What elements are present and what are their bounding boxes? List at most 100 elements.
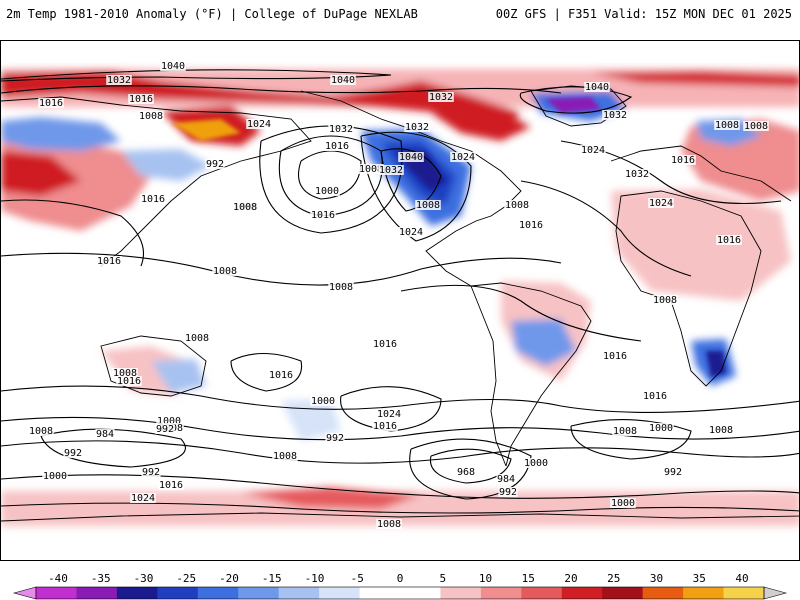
colorbar-tick-label: 15 xyxy=(521,572,535,585)
isobar-label-background xyxy=(602,110,628,120)
isobar-label: 1024 xyxy=(377,409,401,420)
isobar-label: 1016 xyxy=(117,376,141,387)
isobar-label: 1016 xyxy=(141,194,165,205)
isobar-label-background xyxy=(642,391,668,401)
colorbar-tick-label: -15 xyxy=(261,572,282,585)
isobar-label-background xyxy=(38,98,64,108)
isobar-label-background xyxy=(272,451,298,461)
isobar-label-background xyxy=(398,227,424,237)
isobar-1016-south xyxy=(1,385,799,413)
isobar-label-background xyxy=(42,471,68,481)
coastline-north-america xyxy=(300,90,522,287)
isobar-label: 1000 xyxy=(311,396,335,407)
isobar-label-background xyxy=(324,141,350,151)
colorbar-segment xyxy=(642,587,684,599)
coastline-europe xyxy=(610,145,792,202)
isobar-label: 1040 xyxy=(331,75,355,86)
isobar-label: 1008 xyxy=(329,282,353,293)
isobar-label-background xyxy=(112,368,138,378)
isobar-label: 1016 xyxy=(39,98,63,109)
isobar-label: 1032 xyxy=(379,165,403,176)
isobar-label: 1024 xyxy=(399,227,423,238)
isobar-label: 1000 xyxy=(649,423,673,434)
isobar-label-background xyxy=(716,235,742,245)
isobar-label: 1016 xyxy=(129,94,153,105)
isobar-label-background xyxy=(140,194,166,204)
cold-anomaly-asia-west xyxy=(1,117,121,151)
isobar-label-background xyxy=(498,487,518,497)
isobar-label-background xyxy=(128,94,154,104)
isobar-label-background xyxy=(372,339,398,349)
isobar-label: 1032 xyxy=(429,92,453,103)
isobar-label-background xyxy=(398,152,424,162)
isobar-label-background xyxy=(708,425,734,435)
isobar-label: 1008 xyxy=(359,164,383,175)
colorbar-tick-label: 20 xyxy=(564,572,578,585)
colorbar-tick-label: 10 xyxy=(478,572,493,585)
colorbar-tick-label: 0 xyxy=(396,572,404,585)
isobar-label-background xyxy=(328,282,354,292)
isobar-label: 1008 xyxy=(29,426,53,437)
isobar-label: 1008 xyxy=(213,266,237,277)
colorbar-segment xyxy=(36,587,77,599)
isobar-label-background xyxy=(158,480,184,490)
isobar-label-background xyxy=(310,396,336,406)
isobar-label: 1000 xyxy=(524,458,548,469)
colorbar-tick-label: 30 xyxy=(649,572,664,585)
isobar-label: 1032 xyxy=(405,122,429,133)
colorbar-segment xyxy=(602,587,644,599)
colorbar-segment xyxy=(723,587,765,599)
isobar-label: 1032 xyxy=(107,75,131,86)
isobar-label: 1032 xyxy=(329,124,353,135)
isobar-label: 992 xyxy=(64,448,82,459)
coastline-africa xyxy=(615,190,762,387)
isobar-label: 1040 xyxy=(585,82,609,93)
isobar-label: 1008 xyxy=(709,425,733,436)
isobar-1016-south-pacific-high xyxy=(230,353,303,392)
colorbar-segment xyxy=(238,587,280,599)
isobar-label: 1000 xyxy=(43,471,67,482)
isobar-label: 1024 xyxy=(451,152,475,163)
isobar-label: 992 xyxy=(206,159,224,170)
isobar-label-background xyxy=(602,351,628,361)
isobar-label: 1008 xyxy=(377,519,401,530)
isobar-label: 1016 xyxy=(311,210,335,221)
isobar-layer xyxy=(1,69,799,514)
isobar-label: 1016 xyxy=(519,220,543,231)
colorbar-segment xyxy=(116,587,158,599)
isobar-1008-tropics xyxy=(1,252,562,286)
colorbar-segment xyxy=(197,587,239,599)
isobar-label: 1016 xyxy=(159,480,183,491)
colorbar-tick-label: -25 xyxy=(176,572,197,585)
isobar-label-background xyxy=(523,458,549,468)
warm-anomaly-arctic-east xyxy=(591,71,799,87)
colorbar xyxy=(12,586,788,600)
isobar-label: 1032 xyxy=(625,169,649,180)
isobar-label-background xyxy=(130,493,156,503)
isobar-label: 1016 xyxy=(671,155,695,166)
isobar-label-background xyxy=(205,159,225,169)
isobar-label: 1016 xyxy=(97,256,121,267)
colorbar-tick-label: -40 xyxy=(48,572,68,585)
isobar-label: 1008 xyxy=(416,200,440,211)
colorbar-min-arrow xyxy=(12,586,37,600)
colorbar-segment xyxy=(440,587,482,599)
isobar-label-background xyxy=(743,121,769,131)
isobar-label-background xyxy=(325,433,345,443)
isobar-label-background xyxy=(648,423,674,433)
colorbar-max-arrow xyxy=(763,586,788,600)
colorbar-tick-label: -5 xyxy=(350,572,364,585)
colorbar-segment xyxy=(400,587,441,599)
coastline-asia xyxy=(1,96,312,267)
isobar-1032-north xyxy=(1,85,562,94)
isobar-label: 1016 xyxy=(325,141,349,152)
isobar-label: 1000 xyxy=(157,416,181,427)
isobar-label-background xyxy=(358,164,384,174)
isobar-label-background xyxy=(314,186,340,196)
isobar-label: 1016 xyxy=(603,351,627,362)
isobar-label: 1008 xyxy=(139,111,163,122)
isobar-label-background xyxy=(714,120,740,130)
isobar-label-background xyxy=(330,75,356,85)
